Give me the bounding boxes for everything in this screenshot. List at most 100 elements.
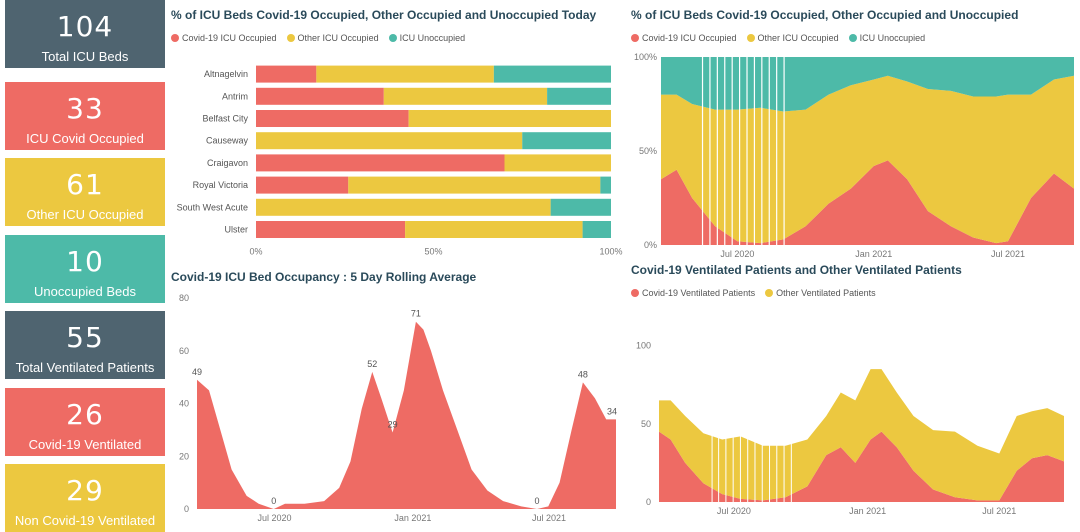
kpi-card-1: 104 Total ICU Beds — [5, 0, 165, 68]
legend-label: ICU Unoccupied — [859, 33, 926, 43]
category-label: South West Acute — [177, 202, 248, 212]
bar-segment[interactable] — [547, 87, 611, 105]
x-tick-label: Jan 2021 — [394, 513, 431, 523]
bar-segment[interactable] — [256, 198, 551, 216]
bar-segment[interactable] — [582, 221, 611, 238]
area-series-3[interactable] — [661, 57, 1074, 112]
data-label: 0 — [271, 496, 276, 506]
area-series-2[interactable] — [661, 75, 1074, 244]
icu-today-chart-title: % of ICU Beds Covid-19 Occupied, Other O… — [171, 8, 597, 22]
y-tick-label: 100% — [634, 52, 657, 62]
bar-segment[interactable] — [256, 176, 349, 194]
category-label: Royal Victoria — [193, 180, 248, 190]
kpi-label: ICU Covid Occupied — [26, 131, 144, 146]
area-series-1[interactable] — [659, 431, 1064, 502]
bar-segment[interactable] — [316, 65, 494, 83]
x-tick-label: Jul 2021 — [532, 513, 566, 523]
legend-dot-icon — [631, 34, 639, 42]
icu-today-legend: Covid-19 ICU Occupied Other ICU Occupied I… — [171, 33, 475, 43]
kpi-card-7: 29 Non Covid-19 Ventilated — [5, 464, 165, 532]
data-label: 52 — [367, 359, 377, 369]
legend-dot-icon — [631, 289, 639, 297]
legend-item[interactable]: ICU Unoccupied — [848, 33, 926, 43]
area-series-1[interactable] — [661, 160, 1074, 245]
x-tick-label: Jul 2021 — [982, 506, 1016, 516]
y-tick-label: 80 — [179, 293, 189, 303]
legend-item[interactable]: Covid-19 ICU Occupied — [631, 33, 737, 43]
y-tick-label: 50 — [641, 419, 651, 429]
legend-label: Other ICU Occupied — [757, 33, 839, 43]
kpi-label: Non Covid-19 Ventilated — [14, 513, 156, 528]
legend-item[interactable]: Other ICU Occupied — [286, 33, 379, 43]
bar-segment[interactable] — [256, 87, 384, 105]
area-series-covid[interactable] — [197, 321, 616, 509]
bar-segment[interactable] — [256, 65, 317, 83]
kpi-label: Unoccupied Beds — [34, 284, 136, 299]
y-tick-label: 0 — [184, 504, 189, 514]
y-tick-label: 0% — [644, 240, 657, 250]
legend-label: ICU Unoccupied — [399, 33, 466, 43]
legend-label: Other Ventilated Patients — [776, 288, 876, 298]
x-tick-label: 50% — [424, 247, 442, 257]
x-tick-label: 100% — [599, 247, 622, 257]
bar-segment[interactable] — [408, 110, 611, 127]
bar-segment[interactable] — [348, 176, 601, 194]
bar-segment[interactable] — [256, 221, 406, 238]
y-tick-label: 40 — [179, 399, 189, 409]
bar-segment[interactable] — [504, 154, 612, 172]
legend-item[interactable]: Other Ventilated Patients — [765, 288, 876, 298]
rolling-avg-chart-title: Covid-19 ICU Bed Occupancy : 5 Day Rolli… — [171, 270, 477, 284]
legend-dot-icon — [286, 34, 295, 42]
data-label: 71 — [411, 309, 421, 319]
legend-label: Covid-19 Ventilated Patients — [642, 288, 756, 298]
kpi-card-6: 26 Covid-19 Ventilated — [5, 388, 165, 456]
x-tick-label: Jul 2020 — [717, 506, 751, 516]
kpi-value: 33 — [66, 92, 104, 125]
y-tick-label: 50% — [639, 146, 657, 156]
kpi-value: 29 — [66, 474, 104, 507]
x-tick-label: 0% — [249, 247, 262, 257]
y-tick-label: 0 — [646, 497, 651, 507]
x-tick-label: Jul 2021 — [991, 249, 1025, 259]
kpi-value: 10 — [66, 245, 104, 278]
x-tick-label: Jan 2021 — [849, 506, 886, 516]
bar-segment[interactable] — [256, 154, 505, 172]
bar-segment[interactable] — [383, 87, 548, 105]
kpi-label: Total Ventilated Patients — [15, 360, 155, 375]
legend-item[interactable]: Other ICU Occupied — [746, 33, 839, 43]
legend-dot-icon — [388, 34, 397, 42]
bar-segment[interactable] — [493, 65, 611, 83]
bar-segment[interactable] — [256, 132, 523, 150]
y-tick-label: 60 — [179, 346, 189, 356]
legend-dot-icon — [171, 34, 179, 42]
x-tick-label: Jul 2020 — [257, 513, 291, 523]
ventilated-legend: Covid-19 Ventilated Patients Other Ventil… — [631, 288, 886, 298]
legend-item[interactable]: Covid-19 ICU Occupied — [171, 33, 277, 43]
kpi-card-5: 55 Total Ventilated Patients — [5, 311, 165, 379]
kpi-value: 26 — [66, 398, 104, 431]
kpi-label: Total ICU Beds — [41, 49, 129, 64]
kpi-card-2: 33 ICU Covid Occupied — [5, 82, 165, 150]
category-label: Causeway — [206, 136, 249, 146]
data-label: 48 — [578, 369, 588, 379]
icu-today-bar-chart: Altnagelvin Antrim Belfast City Causeway Cra… — [177, 65, 623, 257]
category-label: Ulster — [224, 225, 248, 235]
y-tick-label: 20 — [179, 451, 189, 461]
category-label: Antrim — [222, 91, 248, 101]
bar-segment[interactable] — [522, 132, 611, 150]
category-label: Altnagelvin — [204, 69, 248, 79]
data-label: 34 — [607, 406, 617, 416]
data-label: 29 — [388, 420, 398, 430]
bar-segment[interactable] — [405, 221, 583, 238]
bar-segment[interactable] — [600, 176, 611, 194]
bar-segment[interactable] — [550, 198, 611, 216]
kpi-card-3: 61 Other ICU Occupied — [5, 158, 165, 226]
data-label: 0 — [535, 496, 540, 506]
bar-segment[interactable] — [256, 110, 409, 127]
legend-label: Covid-19 ICU Occupied — [182, 33, 277, 43]
kpi-label: Covid-19 Ventilated — [28, 437, 142, 452]
area-series-2[interactable] — [659, 369, 1064, 501]
category-label: Craigavon — [207, 158, 248, 168]
legend-item[interactable]: Covid-19 Ventilated Patients — [631, 288, 755, 298]
legend-item[interactable]: ICU Unoccupied — [388, 33, 466, 43]
